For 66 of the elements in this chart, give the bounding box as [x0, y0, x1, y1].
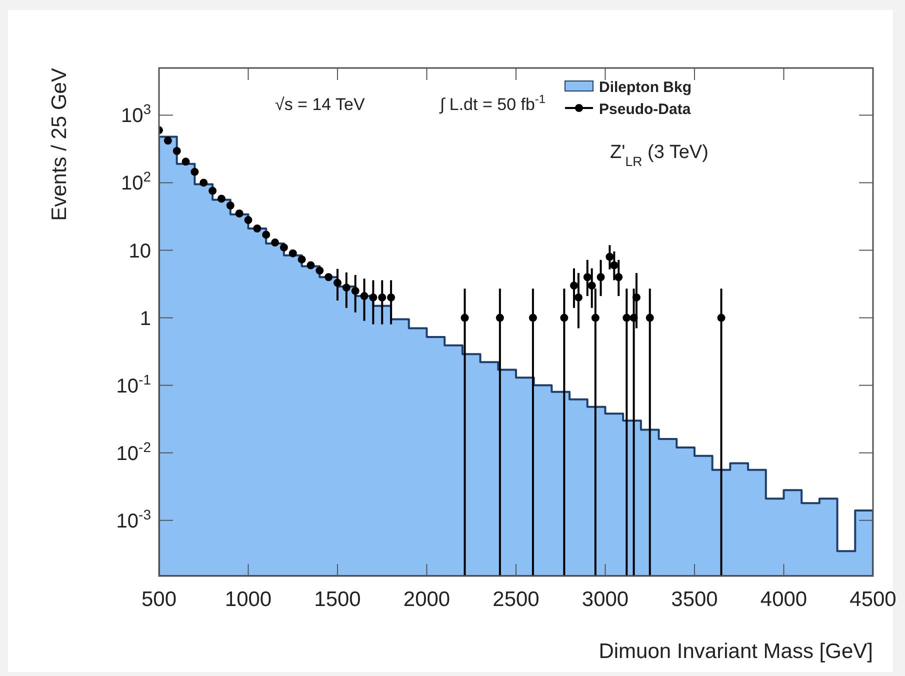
point — [378, 293, 386, 302]
x-tick-label: 2500 — [492, 588, 540, 611]
point — [596, 273, 605, 282]
point — [244, 216, 252, 224]
point — [262, 230, 270, 239]
point — [172, 147, 181, 155]
point — [271, 238, 280, 247]
y-tick-label: 10$^{3}$ — [120, 101, 152, 128]
point — [298, 255, 306, 264]
x-tick-label: 4000 — [760, 588, 808, 611]
annotation: ∫ L.dt = 50 fb$^{-1}$ — [439, 92, 546, 114]
annotation: Z'$_{LR}$ (3 TeV) — [610, 142, 708, 168]
point — [622, 314, 631, 322]
point — [460, 314, 469, 322]
point — [208, 186, 217, 195]
legend-label: Pseudo-Data — [599, 101, 692, 118]
x-tick-label: 3500 — [671, 588, 718, 611]
x-tick-label: 500 — [141, 588, 177, 611]
point — [614, 273, 623, 282]
y-tick-label: 10$^{-1}$ — [116, 371, 152, 398]
point — [632, 293, 640, 302]
y-tick-label: 10$^{-2}$ — [116, 438, 152, 465]
x-tick-label: 1000 — [224, 588, 272, 611]
point — [646, 314, 654, 322]
x-tick-label: 2000 — [403, 588, 450, 611]
point — [360, 292, 368, 300]
x-tick-label: 4500 — [850, 588, 896, 611]
point — [387, 293, 396, 302]
point — [342, 284, 350, 292]
point — [190, 168, 199, 176]
point — [717, 314, 726, 322]
point — [334, 278, 342, 287]
legend-label: Dilepton Bkg — [599, 79, 692, 96]
point — [560, 314, 568, 322]
point — [182, 158, 190, 166]
point — [253, 224, 262, 232]
point — [324, 273, 333, 282]
point — [306, 261, 315, 270]
point — [316, 266, 324, 275]
point — [280, 243, 288, 252]
y-tick-label: 10 — [128, 240, 151, 262]
point — [588, 282, 596, 290]
point — [226, 202, 234, 210]
point — [351, 286, 360, 295]
point — [570, 282, 578, 290]
point — [591, 314, 600, 322]
annotation: √s = 14 TeV — [275, 95, 366, 114]
point — [610, 261, 618, 270]
y-tick-label: 10$^{2}$ — [120, 168, 152, 195]
point — [235, 210, 244, 218]
y-axis-title: Events / 25 GeV — [48, 68, 71, 221]
point — [606, 252, 614, 261]
point — [496, 314, 504, 322]
point — [369, 293, 378, 302]
point — [574, 293, 582, 302]
point — [200, 178, 208, 187]
point — [217, 194, 226, 203]
point — [528, 314, 537, 322]
x-tick-label: 1500 — [314, 588, 361, 611]
point — [583, 273, 592, 282]
point — [164, 136, 172, 145]
y-tick-label: 10$^{-3}$ — [116, 506, 152, 532]
y-tick-label: 1 — [140, 308, 151, 330]
point — [288, 249, 297, 258]
x-tick-label: 3000 — [582, 588, 629, 611]
x-axis-title: Dimuon Invariant Mass [GeV] — [598, 640, 873, 663]
